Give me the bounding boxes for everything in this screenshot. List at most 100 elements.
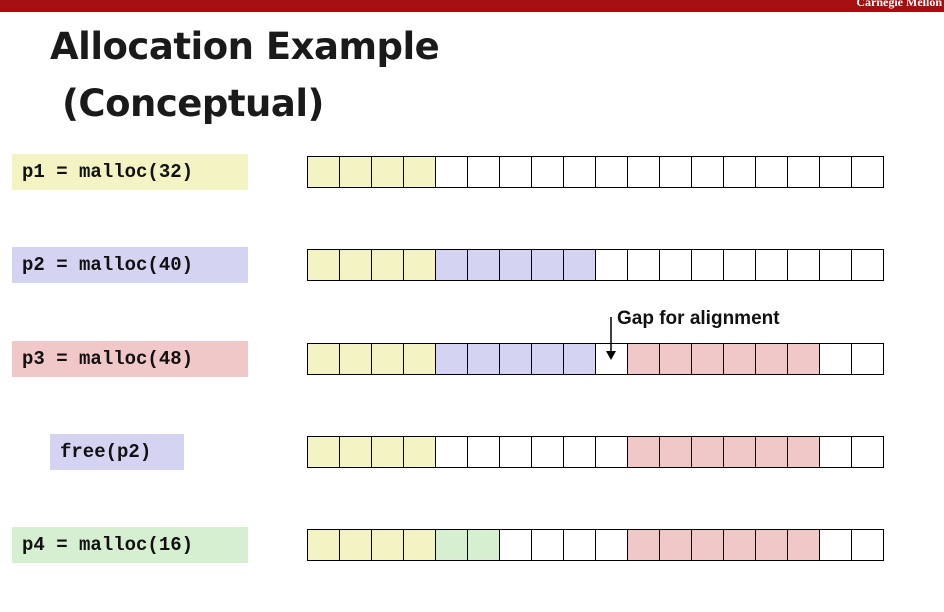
memory-block-empty — [756, 156, 788, 188]
memory-block-blue — [468, 343, 500, 375]
memory-block-empty — [532, 436, 564, 468]
memory-block-red — [628, 343, 660, 375]
slide-title-line-1: Allocation Example — [50, 25, 440, 68]
row-label-free-p2: free(p2) — [50, 434, 184, 470]
memory-block-blue — [436, 249, 468, 281]
memory-block-yellow — [340, 249, 372, 281]
memory-block-empty — [852, 436, 884, 468]
memory-block-empty — [820, 249, 852, 281]
memory-block-red — [692, 436, 724, 468]
memory-block-red — [756, 436, 788, 468]
row-label-p2-malloc: p2 = malloc(40) — [12, 247, 248, 283]
memory-block-yellow — [404, 343, 436, 375]
memory-block-empty — [820, 156, 852, 188]
memory-block-empty — [596, 436, 628, 468]
memory-block-red — [692, 529, 724, 561]
memory-block-empty — [564, 156, 596, 188]
memory-block-yellow — [340, 343, 372, 375]
memory-block-yellow — [372, 529, 404, 561]
memory-row-1 — [307, 156, 884, 188]
memory-block-empty — [852, 249, 884, 281]
memory-block-empty — [628, 156, 660, 188]
memory-block-red — [660, 436, 692, 468]
memory-block-empty — [852, 156, 884, 188]
memory-block-empty — [596, 343, 628, 375]
memory-block-red — [724, 343, 756, 375]
memory-block-empty — [436, 436, 468, 468]
memory-block-red — [788, 343, 820, 375]
memory-block-empty — [468, 436, 500, 468]
memory-block-yellow — [340, 156, 372, 188]
memory-block-red — [660, 529, 692, 561]
gap-for-alignment-label: Gap for alignment — [617, 308, 780, 329]
memory-block-empty — [660, 156, 692, 188]
memory-block-empty — [724, 156, 756, 188]
memory-block-empty — [756, 249, 788, 281]
memory-block-yellow — [404, 529, 436, 561]
memory-row-4 — [307, 436, 884, 468]
top-banner: Carnegie Mellon — [0, 0, 944, 12]
memory-block-yellow — [404, 156, 436, 188]
memory-block-yellow — [308, 249, 340, 281]
memory-block-empty — [596, 529, 628, 561]
memory-block-empty — [820, 436, 852, 468]
row-label-p1-malloc: p1 = malloc(32) — [12, 154, 248, 190]
memory-row-2 — [307, 249, 884, 281]
memory-block-empty — [500, 529, 532, 561]
down-arrow-icon — [606, 317, 616, 360]
memory-block-empty — [628, 249, 660, 281]
memory-block-empty — [532, 529, 564, 561]
memory-block-empty — [596, 249, 628, 281]
memory-block-red — [628, 529, 660, 561]
memory-block-red — [628, 436, 660, 468]
memory-block-empty — [820, 529, 852, 561]
memory-block-blue — [468, 249, 500, 281]
memory-block-yellow — [372, 156, 404, 188]
memory-block-yellow — [340, 436, 372, 468]
memory-block-empty — [692, 249, 724, 281]
memory-block-blue — [564, 343, 596, 375]
memory-block-empty — [788, 156, 820, 188]
memory-block-red — [788, 529, 820, 561]
memory-row-5 — [307, 529, 884, 561]
memory-block-yellow — [404, 436, 436, 468]
slide-title-line-2: (Conceptual) — [62, 82, 324, 125]
memory-block-blue — [436, 343, 468, 375]
memory-block-empty — [820, 343, 852, 375]
memory-block-empty — [468, 156, 500, 188]
memory-block-green — [468, 529, 500, 561]
memory-block-empty — [500, 436, 532, 468]
memory-block-red — [724, 529, 756, 561]
memory-block-yellow — [308, 529, 340, 561]
memory-block-empty — [724, 249, 756, 281]
memory-block-empty — [532, 156, 564, 188]
memory-block-red — [756, 343, 788, 375]
memory-block-empty — [852, 529, 884, 561]
memory-block-red — [724, 436, 756, 468]
memory-block-empty — [788, 249, 820, 281]
memory-block-empty — [660, 249, 692, 281]
memory-block-yellow — [340, 529, 372, 561]
memory-block-yellow — [372, 343, 404, 375]
memory-block-blue — [500, 343, 532, 375]
row-label-p4-malloc: p4 = malloc(16) — [12, 527, 248, 563]
memory-block-empty — [564, 436, 596, 468]
memory-block-yellow — [372, 249, 404, 281]
memory-block-red — [660, 343, 692, 375]
memory-block-blue — [564, 249, 596, 281]
memory-block-empty — [852, 343, 884, 375]
brand-text: Carnegie Mellon — [856, 0, 942, 9]
memory-block-empty — [564, 529, 596, 561]
memory-block-yellow — [308, 156, 340, 188]
memory-block-red — [692, 343, 724, 375]
memory-row-3 — [307, 343, 884, 375]
memory-block-yellow — [372, 436, 404, 468]
slide-title: Allocation Example (Conceptual) — [50, 18, 440, 132]
memory-block-empty — [692, 156, 724, 188]
memory-block-yellow — [308, 436, 340, 468]
memory-block-blue — [532, 249, 564, 281]
memory-block-red — [756, 529, 788, 561]
memory-block-yellow — [404, 249, 436, 281]
memory-block-green — [436, 529, 468, 561]
memory-block-empty — [596, 156, 628, 188]
